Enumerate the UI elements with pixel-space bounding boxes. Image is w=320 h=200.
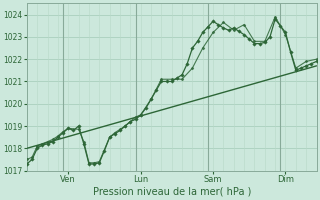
- X-axis label: Pression niveau de la mer( hPa ): Pression niveau de la mer( hPa ): [92, 187, 251, 197]
